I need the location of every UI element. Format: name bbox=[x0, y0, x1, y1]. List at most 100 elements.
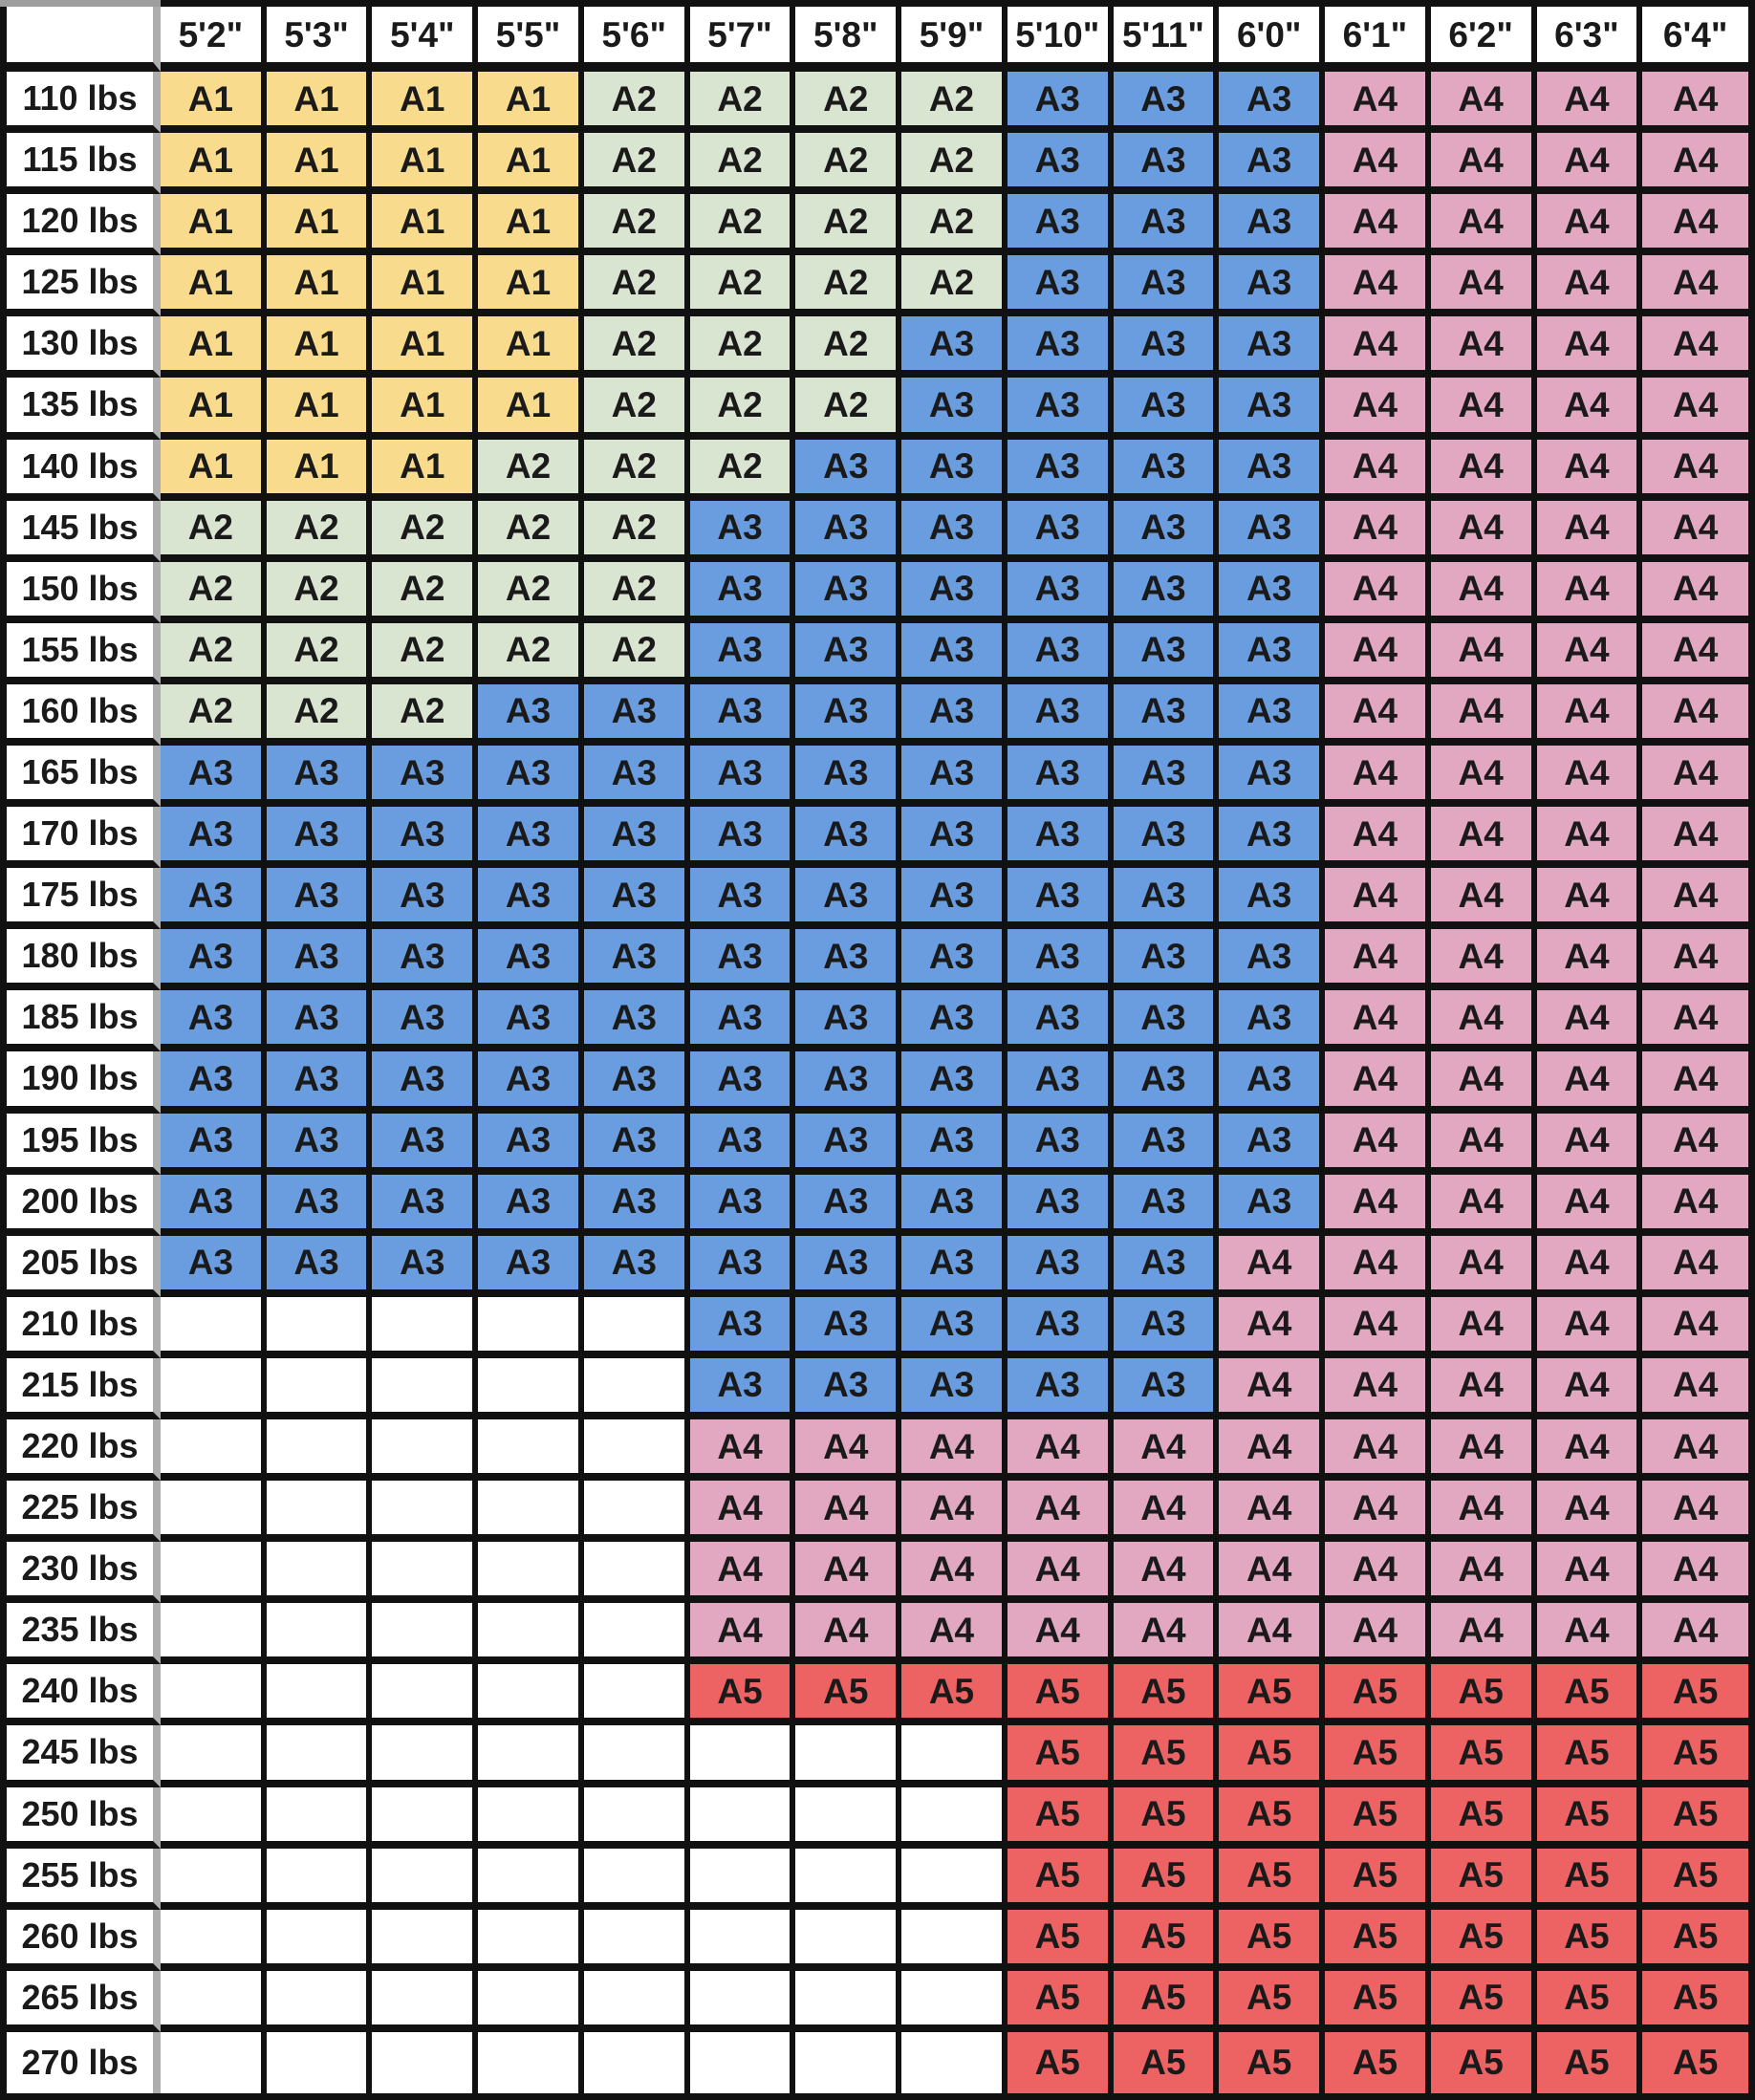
size-cell: A4 bbox=[795, 1603, 902, 1665]
size-cell: A4 bbox=[1325, 133, 1431, 195]
size-cell: A4 bbox=[1325, 1419, 1431, 1482]
size-cell: A2 bbox=[795, 133, 902, 195]
size-cell: A5 bbox=[1430, 2031, 1537, 2093]
size-cell: A3 bbox=[1219, 683, 1326, 746]
size-cell: A1 bbox=[372, 72, 479, 134]
size-cell: A3 bbox=[478, 746, 584, 808]
size-cell: A5 bbox=[1325, 1664, 1431, 1726]
size-cell: A3 bbox=[795, 1113, 902, 1175]
size-cell: A5 bbox=[1113, 1725, 1220, 1787]
size-cell: A3 bbox=[689, 1235, 796, 1297]
height-header: 5'8" bbox=[795, 7, 902, 72]
size-cell: A4 bbox=[1219, 1419, 1326, 1482]
size-cell bbox=[161, 1664, 267, 1726]
size-cell: A3 bbox=[161, 929, 267, 991]
size-cell bbox=[901, 1725, 1008, 1787]
size-cell: A5 bbox=[1642, 1786, 1748, 1849]
size-cell: A5 bbox=[1113, 2031, 1220, 2093]
size-cell: A4 bbox=[1536, 561, 1643, 623]
size-cell: A4 bbox=[1430, 622, 1537, 684]
size-cell: A4 bbox=[1430, 439, 1537, 501]
size-cell: A4 bbox=[689, 1603, 796, 1665]
weight-label: 140 lbs bbox=[7, 439, 161, 501]
weight-label: 165 lbs bbox=[7, 746, 161, 808]
size-cell: A3 bbox=[795, 929, 902, 991]
size-cell: A4 bbox=[1007, 1542, 1114, 1604]
size-cell bbox=[372, 1296, 479, 1358]
size-cell: A3 bbox=[901, 500, 1008, 562]
size-cell: A3 bbox=[1007, 316, 1114, 379]
size-cell: A1 bbox=[478, 378, 584, 440]
size-cell: A3 bbox=[1113, 255, 1220, 317]
size-cell: A3 bbox=[901, 1113, 1008, 1175]
size-cell: A5 bbox=[1007, 2031, 1114, 2093]
size-cell: A4 bbox=[1642, 1174, 1748, 1236]
size-cell: A4 bbox=[1325, 255, 1431, 317]
size-cell: A4 bbox=[1536, 929, 1643, 991]
size-cell: A2 bbox=[583, 500, 690, 562]
size-cell: A2 bbox=[583, 439, 690, 501]
size-cell: A2 bbox=[372, 500, 479, 562]
height-header: 5'4" bbox=[372, 7, 479, 72]
size-cell: A4 bbox=[1430, 561, 1537, 623]
size-cell: A4 bbox=[1430, 194, 1537, 256]
size-cell: A3 bbox=[1219, 194, 1326, 256]
size-cell bbox=[901, 1970, 1008, 2032]
size-cell: A2 bbox=[795, 378, 902, 440]
height-header: 6'3" bbox=[1536, 7, 1643, 72]
size-cell bbox=[372, 1664, 479, 1726]
size-cell: A3 bbox=[901, 683, 1008, 746]
size-cell: A4 bbox=[1642, 1603, 1748, 1665]
size-cell: A4 bbox=[1536, 133, 1643, 195]
size-cell: A4 bbox=[1536, 1235, 1643, 1297]
size-cell: A4 bbox=[1219, 1235, 1326, 1297]
size-cell: A3 bbox=[372, 807, 479, 869]
size-cell: A1 bbox=[478, 133, 584, 195]
size-cell: A2 bbox=[583, 133, 690, 195]
size-cell: A4 bbox=[1325, 378, 1431, 440]
size-cell: A2 bbox=[795, 255, 902, 317]
size-cell: A4 bbox=[1642, 1113, 1748, 1175]
size-cell: A4 bbox=[1113, 1542, 1220, 1604]
size-cell bbox=[266, 1664, 373, 1726]
size-cell: A2 bbox=[478, 622, 584, 684]
size-cell: A2 bbox=[901, 72, 1008, 134]
weight-label: 210 lbs bbox=[7, 1296, 161, 1358]
size-cell: A4 bbox=[1430, 1481, 1537, 1543]
size-cell: A3 bbox=[689, 1051, 796, 1114]
size-cell: A3 bbox=[1219, 1113, 1326, 1175]
size-cell: A3 bbox=[901, 1174, 1008, 1236]
size-cell: A3 bbox=[795, 746, 902, 808]
size-cell: A4 bbox=[1325, 807, 1431, 869]
size-cell: A3 bbox=[266, 990, 373, 1052]
size-cell bbox=[795, 1970, 902, 2032]
size-cell: A4 bbox=[1325, 1481, 1431, 1543]
size-cell: A4 bbox=[1536, 1603, 1643, 1665]
height-header: 5'5" bbox=[478, 7, 584, 72]
weight-label: 110 lbs bbox=[7, 72, 161, 134]
size-cell: A3 bbox=[1007, 194, 1114, 256]
size-cell: A5 bbox=[901, 1664, 1008, 1726]
size-cell: A4 bbox=[689, 1481, 796, 1543]
size-cell: A4 bbox=[1642, 133, 1748, 195]
size-cell: A3 bbox=[1007, 746, 1114, 808]
size-cell: A1 bbox=[266, 255, 373, 317]
size-cell: A2 bbox=[161, 500, 267, 562]
size-cell: A4 bbox=[1430, 929, 1537, 991]
weight-label: 245 lbs bbox=[7, 1725, 161, 1787]
size-cell bbox=[901, 1786, 1008, 1849]
size-cell: A4 bbox=[1536, 500, 1643, 562]
size-cell bbox=[266, 1725, 373, 1787]
size-cell: A4 bbox=[1325, 439, 1431, 501]
size-cell bbox=[372, 1909, 479, 1971]
size-cell: A2 bbox=[266, 561, 373, 623]
size-cell: A4 bbox=[1430, 1357, 1537, 1419]
size-cell bbox=[372, 1419, 479, 1482]
size-cell: A4 bbox=[1430, 316, 1537, 379]
size-cell: A3 bbox=[1113, 622, 1220, 684]
size-cell: A4 bbox=[1325, 929, 1431, 991]
size-cell: A5 bbox=[1536, 1664, 1643, 1726]
size-cell: A1 bbox=[266, 72, 373, 134]
size-cell: A5 bbox=[1007, 1664, 1114, 1726]
size-cell: A4 bbox=[1642, 990, 1748, 1052]
